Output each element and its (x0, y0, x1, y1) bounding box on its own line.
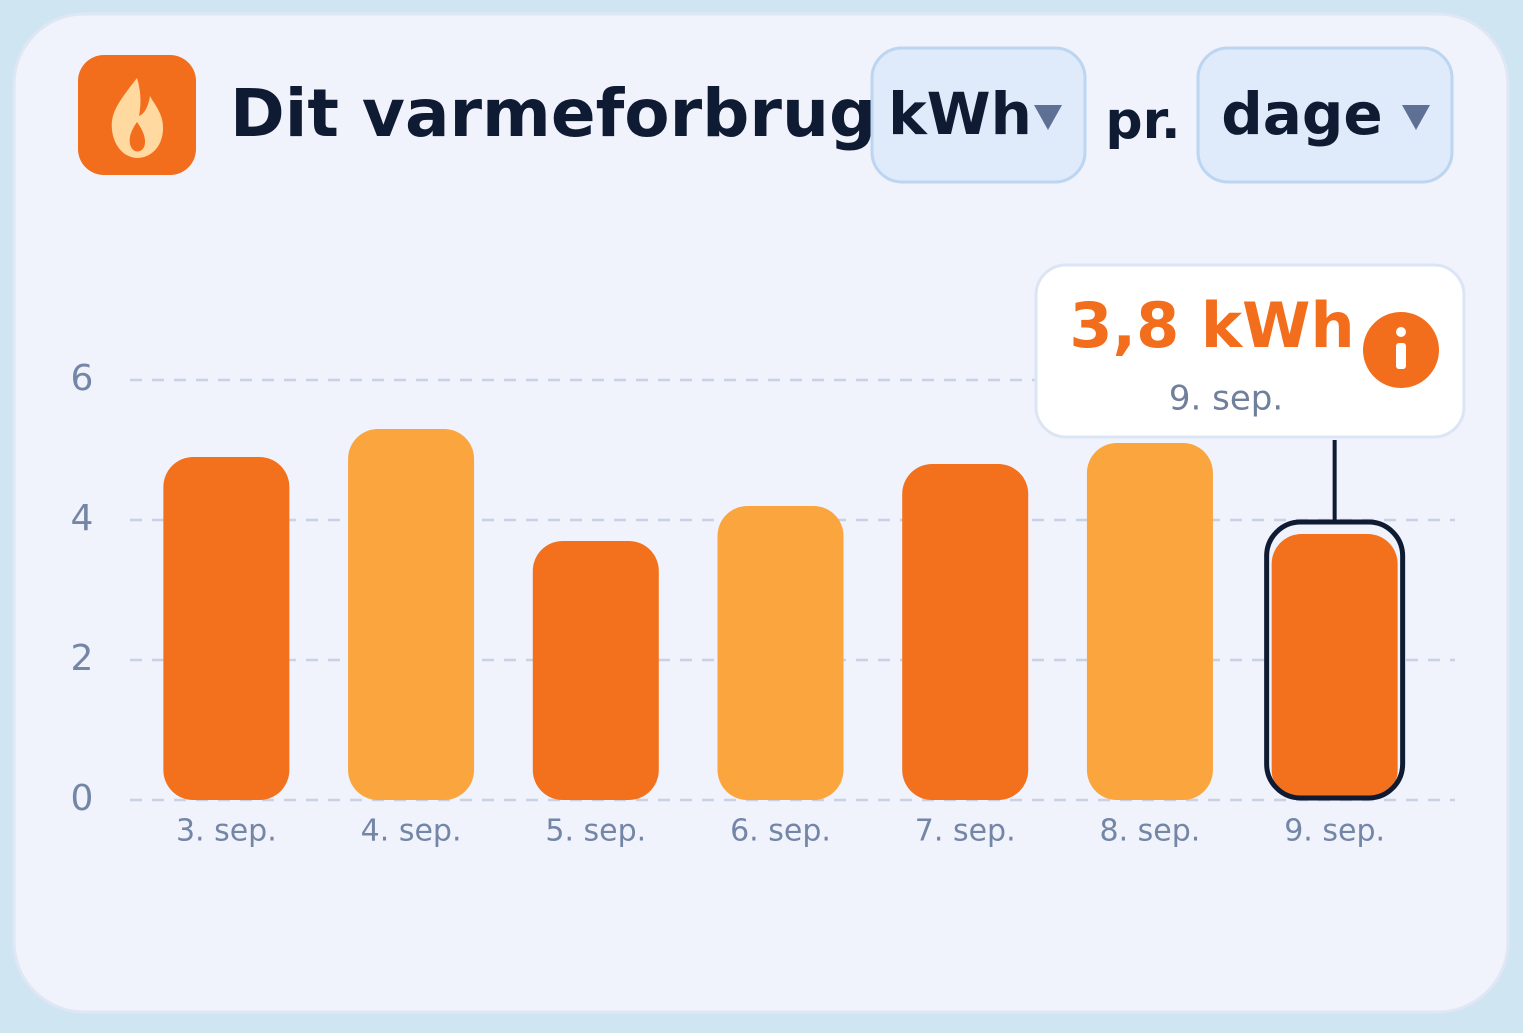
tooltip (1034, 263, 1466, 439)
x-tick-label: 5. sep. (545, 814, 646, 849)
bar (163, 457, 290, 800)
y-tick-label: 0 (71, 778, 94, 819)
x-tick-label: 3. sep. (176, 814, 277, 849)
bar (902, 464, 1029, 800)
flame-icon (78, 55, 196, 175)
dropdown-arrow[interactable] (1034, 105, 1062, 130)
y-tick-label: 2 (71, 638, 94, 679)
per-label: pr. (1105, 91, 1180, 151)
unit-select[interactable] (870, 46, 1087, 184)
bar (717, 506, 844, 800)
highlight-outline (1264, 519, 1406, 801)
info-icon-stem (1396, 343, 1406, 369)
y-tick-label: 6 (71, 358, 94, 399)
period-select-label[interactable]: dage (1221, 80, 1383, 148)
dropdown-arrow[interactable] (1402, 105, 1430, 130)
tooltip-value: 3,8 kWh (1069, 289, 1354, 362)
bar (532, 541, 659, 800)
bar (1271, 534, 1398, 800)
x-tick-label: 9. sep. (1284, 814, 1385, 849)
x-tick-label: 7. sep. (915, 814, 1016, 849)
x-tick-label: 8. sep. (1100, 814, 1201, 849)
x-tick-label: 6. sep. (730, 814, 831, 849)
info-icon-dot (1396, 327, 1406, 337)
tooltip-date: 9. sep. (1169, 379, 1283, 419)
title: Dit varmeforbrug (230, 75, 876, 152)
period-select[interactable] (1196, 46, 1454, 184)
unit-select-label[interactable]: kWh (888, 80, 1032, 148)
bar (348, 429, 475, 800)
x-tick-label: 4. sep. (361, 814, 462, 849)
y-tick-label: 4 (71, 498, 94, 539)
bar (1086, 443, 1213, 800)
